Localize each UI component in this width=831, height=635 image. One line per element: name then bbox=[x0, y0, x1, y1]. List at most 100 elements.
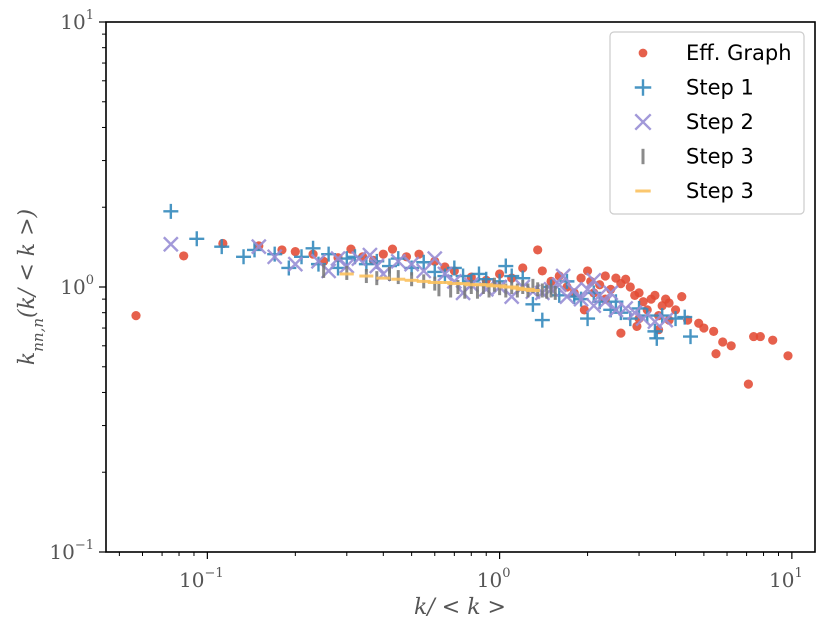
data-point-plus bbox=[339, 251, 355, 267]
data-point-x bbox=[362, 247, 378, 263]
data-point-plus bbox=[525, 296, 541, 312]
data-point-plus bbox=[390, 251, 406, 267]
y-tick-label: 100 bbox=[60, 273, 94, 299]
x-tick-label: 10−1 bbox=[179, 566, 224, 592]
legend-item: Step 3 bbox=[635, 179, 754, 203]
legend-label: Eff. Graph bbox=[686, 41, 792, 65]
data-point-circle bbox=[711, 349, 721, 359]
data-point-plus bbox=[677, 309, 693, 325]
data-point-plus bbox=[647, 323, 663, 339]
data-point-circle bbox=[179, 251, 189, 261]
data-point-circle bbox=[378, 249, 388, 259]
data-point-plus bbox=[163, 203, 179, 219]
data-point-circle bbox=[634, 288, 644, 298]
series-0 bbox=[131, 238, 793, 389]
data-point-plus bbox=[498, 258, 514, 274]
data-point-circle bbox=[677, 291, 687, 302]
data-point-x bbox=[351, 250, 367, 267]
data-point-plus bbox=[267, 246, 283, 262]
y-tick-exp: −1 bbox=[75, 538, 94, 553]
x-tick-exp: −1 bbox=[204, 566, 223, 581]
data-point-x bbox=[555, 268, 572, 284]
data-point-circle bbox=[625, 282, 635, 292]
data-point-x bbox=[426, 250, 443, 267]
data-point-x bbox=[415, 263, 432, 279]
data-point-x bbox=[403, 256, 420, 272]
data-point-circle bbox=[783, 351, 793, 361]
x-tick-label: 101 bbox=[769, 566, 803, 592]
data-point-circle bbox=[664, 298, 674, 308]
data-point-plus bbox=[649, 330, 665, 346]
data-point-plus bbox=[236, 249, 252, 265]
data-point-x bbox=[250, 238, 267, 255]
data-point-plus bbox=[189, 231, 205, 247]
y-tick-base: 10 bbox=[49, 540, 74, 564]
data-point-circle bbox=[621, 274, 631, 284]
data-point-circle bbox=[616, 328, 626, 338]
data-point-circle bbox=[582, 266, 593, 276]
data-point-x bbox=[585, 272, 602, 289]
legend-label: Step 1 bbox=[686, 76, 754, 100]
data-point-circle bbox=[387, 244, 398, 254]
x-tick-base: 10 bbox=[477, 568, 502, 592]
series-layer bbox=[131, 203, 793, 389]
data-point-circle bbox=[131, 310, 141, 321]
y-tick-exp: 0 bbox=[86, 273, 94, 288]
data-point-x bbox=[657, 312, 674, 328]
x-axis-label: k/ < k > bbox=[414, 595, 506, 620]
x-tick-base: 10 bbox=[179, 568, 204, 592]
data-point-circle bbox=[670, 305, 681, 315]
data-point-x bbox=[266, 248, 283, 265]
y-tick-base: 10 bbox=[60, 275, 85, 299]
data-point-x bbox=[597, 293, 614, 310]
legend-item: Step 1 bbox=[634, 76, 754, 100]
data-point-circle bbox=[290, 247, 300, 257]
data-point-plus bbox=[305, 240, 321, 256]
data-point-x bbox=[566, 282, 583, 299]
data-point-circle bbox=[699, 323, 709, 333]
legend-label: Step 2 bbox=[686, 110, 754, 134]
data-point-x bbox=[635, 310, 652, 327]
data-point-plus bbox=[446, 260, 462, 276]
data-point-circle bbox=[576, 273, 586, 283]
data-point-plus bbox=[580, 311, 596, 327]
data-point-circle bbox=[743, 379, 753, 389]
y-tick-label: 101 bbox=[60, 8, 94, 34]
data-point-x bbox=[579, 281, 596, 298]
data-point-x bbox=[617, 300, 634, 317]
y-axis-label-subscript: nn,n bbox=[29, 318, 47, 352]
data-point-plus bbox=[214, 239, 230, 255]
x-tick-label: 100 bbox=[477, 566, 511, 592]
data-point-x bbox=[585, 297, 602, 314]
x-tick-exp: 1 bbox=[794, 566, 802, 581]
y-tick-base: 10 bbox=[60, 10, 85, 34]
legend-marker-plus bbox=[634, 79, 652, 96]
series-4 bbox=[339, 272, 540, 293]
data-point-x bbox=[287, 256, 304, 272]
data-point-plus bbox=[668, 311, 684, 327]
y-axis-label: knn,n(k/ < k >) bbox=[15, 209, 47, 365]
data-point-circle bbox=[518, 263, 528, 273]
legend: Eff. Graph Step 1 Step 2 Step 3 Step 3 bbox=[609, 31, 805, 215]
data-point-x bbox=[390, 253, 407, 270]
y-tick-exp: 1 bbox=[86, 8, 94, 23]
data-point-x bbox=[602, 285, 619, 301]
data-point-circle bbox=[414, 249, 424, 259]
data-point-circle bbox=[430, 256, 440, 266]
data-point-circle bbox=[440, 262, 450, 272]
data-point-circle bbox=[749, 331, 759, 342]
legend-frame bbox=[609, 31, 805, 215]
data-point-x bbox=[626, 304, 643, 321]
data-point-circle bbox=[755, 331, 765, 342]
legend-item: Step 3 bbox=[641, 145, 754, 169]
data-point-circle bbox=[709, 326, 719, 336]
x-tick-exp: 0 bbox=[502, 566, 510, 581]
data-point-x bbox=[573, 291, 589, 307]
data-point-circle bbox=[533, 245, 543, 255]
data-point-circle bbox=[718, 337, 728, 347]
data-point-circle bbox=[638, 297, 648, 307]
x-tick-base: 10 bbox=[769, 568, 794, 592]
legend-label: Step 3 bbox=[686, 145, 754, 169]
y-axis-label-rest: (k/ < k >) bbox=[15, 209, 40, 318]
